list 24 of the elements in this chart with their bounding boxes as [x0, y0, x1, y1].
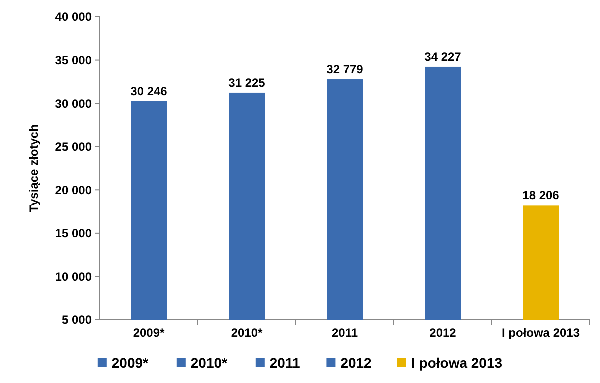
legend-label: 2009*: [112, 354, 150, 371]
legend-label: 2011: [270, 354, 300, 371]
x-tick-label: 2011: [332, 326, 358, 340]
data-label: 31 225: [228, 76, 266, 90]
y-tick-label: 5 000: [62, 313, 92, 328]
x-tick-label: 2012: [430, 326, 457, 340]
x-tick-label: 2009*: [133, 326, 166, 340]
data-label: 30 246: [130, 84, 168, 98]
y-tick-label: 15 000: [55, 226, 92, 241]
y-tick-label: 20 000: [55, 183, 92, 198]
y-tick-label: 35 000: [55, 53, 92, 68]
legend-label: 2012: [340, 354, 372, 371]
data-label: 32 779: [326, 62, 364, 77]
x-tick-label: I połowa 2013: [502, 326, 580, 340]
legend-label: I połowa 2013: [412, 354, 503, 371]
data-label: 34 227: [424, 50, 462, 64]
y-tick-label: 30 000: [55, 96, 92, 111]
y-tick-label: 40 000: [55, 10, 92, 24]
data-label: 18 206: [522, 188, 560, 203]
y-tick-label: 10 000: [55, 270, 92, 284]
x-tick-label: 2010*: [231, 326, 264, 340]
legend-label: 2010*: [190, 354, 228, 371]
y-axis-title: Tysiące złotych: [27, 124, 41, 212]
y-tick-label: 25 000: [55, 140, 92, 154]
